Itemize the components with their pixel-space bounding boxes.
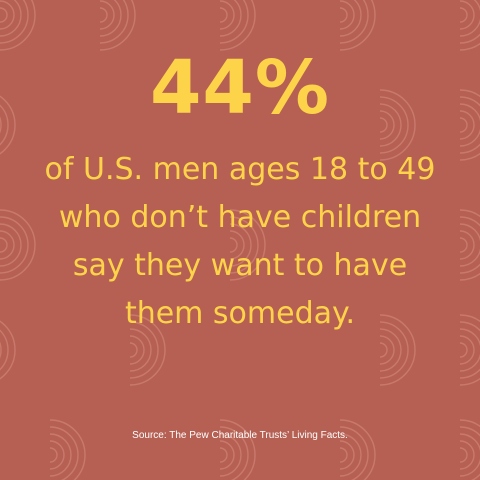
statement-line: of U.S. men ages 18 to 49 [44,152,436,187]
concentric-arc-icon [0,95,16,155]
concentric-arc-icon [49,419,86,480]
concentric-arc-icon [219,0,256,51]
concentric-arc-icon [0,320,16,380]
concentric-arc-icon [229,209,266,281]
statement-line: who don’t have children [58,200,422,235]
concentric-arc-icon [0,209,36,281]
concentric-arc-icon [379,89,416,161]
concentric-arc-icon [99,0,136,51]
concentric-arc-icon [459,89,480,161]
concentric-arc-icon [0,0,36,51]
concentric-arc-icon [459,209,480,281]
concentric-arc-icon [379,314,416,386]
statement-line: say they want to have [72,248,408,283]
concentric-arc-icon [459,419,480,480]
concentric-arc-icon [459,0,480,51]
statement-line: them someday. [124,296,356,331]
concentric-arc-icon [459,314,480,386]
concentric-arc-icon [129,314,166,386]
headline-percentage: 44% [149,45,331,131]
concentric-arc-icon [339,0,376,51]
concentric-arc-icon [339,419,376,480]
concentric-arc-icon [219,419,256,480]
statement-text: of U.S. men ages 18 to 49 who don’t have… [0,146,480,338]
source-credit: Source: The Pew Charitable Trusts’ Livin… [132,430,348,441]
